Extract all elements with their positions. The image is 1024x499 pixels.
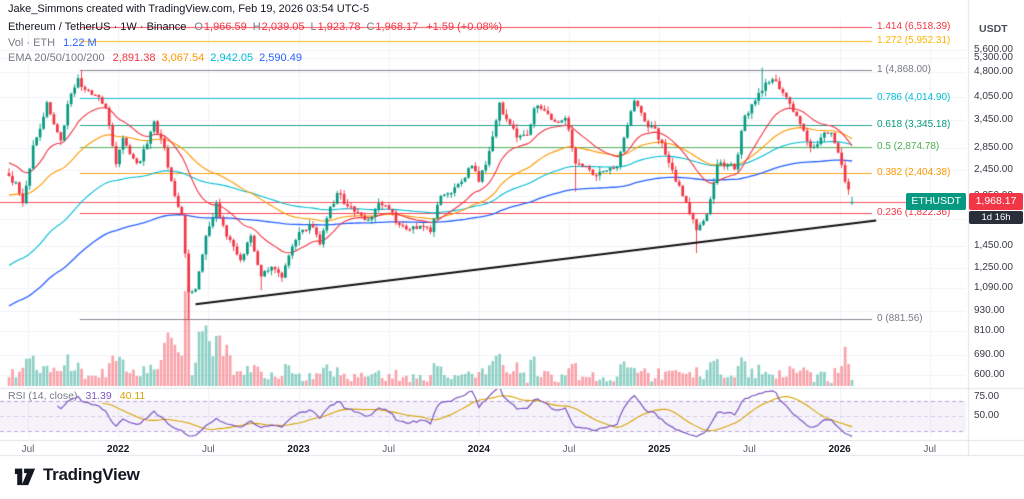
fib-level-label: 1 (4,868.00) bbox=[877, 63, 931, 75]
tradingview-logo-text: TradingView bbox=[43, 465, 140, 484]
ema-value: 2,942.05 bbox=[210, 52, 254, 64]
price-tick: 1,090.00 bbox=[974, 281, 1013, 293]
tradingview-logo[interactable]: TradingView bbox=[14, 464, 140, 486]
price-tick: 2,450.00 bbox=[974, 163, 1013, 175]
ohlc-key: L bbox=[310, 21, 317, 33]
ema-label: EMA 20/50/100/200 bbox=[8, 52, 105, 64]
ohlc-key: H bbox=[252, 21, 261, 33]
ohlc-item: O1,966.59 bbox=[194, 21, 246, 33]
price-tick: 5,300.00 bbox=[974, 51, 1013, 63]
ohlc-item: L1,923.78 bbox=[311, 21, 361, 33]
time-tick: 2022 bbox=[107, 444, 130, 455]
rsi-tick: 50.00 bbox=[974, 410, 1000, 421]
symbol-title: Ethereum / TetherUS · 1W · Binance bbox=[8, 21, 187, 33]
time-tick: Jul bbox=[21, 444, 35, 455]
time-tick: 2024 bbox=[467, 444, 490, 455]
attribution-text: Jake_Simmons created with TradingView.co… bbox=[8, 3, 370, 15]
ohlc-item: C1,968.17 bbox=[366, 21, 418, 33]
fib-level-label: 0.382 (2,404.38) bbox=[877, 166, 951, 178]
time-tick: Jul bbox=[743, 444, 756, 455]
fib-level-label: 0 (881.56) bbox=[877, 312, 923, 324]
price-tick: 4,800.00 bbox=[974, 65, 1013, 77]
price-tick: 5,600.00 bbox=[974, 43, 1013, 55]
ohlc-item: H2,039.05 bbox=[253, 21, 305, 33]
price-tick: 810.00 bbox=[974, 325, 1005, 337]
rsi-label: RSI (14, close) bbox=[8, 390, 78, 402]
ema-legend-row[interactable]: EMA 20/50/100/200 2,891.38 3,067.54 2,942.… bbox=[8, 52, 302, 64]
time-tick: 2025 bbox=[648, 444, 671, 455]
ohlc-value: 1,966.59 bbox=[203, 21, 247, 33]
volume-legend-row[interactable]: Vol · ETH 1.22 M bbox=[8, 37, 97, 49]
fib-level-label: 0.618 (3,345.18) bbox=[877, 118, 951, 130]
bar-countdown-badge: 1d 16h bbox=[969, 210, 1023, 224]
ema-value: 2,590.49 bbox=[259, 52, 302, 64]
price-tick: 930.00 bbox=[974, 305, 1005, 317]
time-tick: 2023 bbox=[287, 444, 310, 455]
ohlc-values: O1,966.59 H2,039.05 L1,923.78 C1,968.17 bbox=[194, 21, 418, 33]
fib-level-label: 0.236 (1,822.36) bbox=[877, 207, 951, 219]
last-price-badge: 1,968.17 bbox=[969, 193, 1023, 211]
price-tick: 1,450.00 bbox=[974, 240, 1013, 252]
price-tick: 3,450.00 bbox=[974, 114, 1013, 126]
time-tick: Jul bbox=[562, 444, 576, 455]
ema-value: 2,891.38 bbox=[112, 52, 156, 64]
rsi-ma-value: 40.11 bbox=[119, 390, 146, 402]
rsi-value: 31.39 bbox=[85, 390, 112, 402]
price-tick: 690.00 bbox=[974, 348, 1005, 360]
time-tick: 2026 bbox=[828, 444, 851, 455]
rsi-legend-row[interactable]: RSI (14, close) 31.39 40.11 bbox=[8, 390, 145, 402]
time-tick: Jul bbox=[201, 444, 215, 455]
fib-level-label: 0.786 (4,014.90) bbox=[877, 92, 951, 103]
fib-level-label: 1.414 (6,518.39) bbox=[877, 21, 951, 33]
volume-label: Vol · ETH bbox=[8, 37, 56, 49]
price-tick: 600.00 bbox=[974, 368, 1005, 380]
ohlc-key: O bbox=[194, 21, 203, 33]
tradingview-logo-icon bbox=[14, 468, 36, 486]
price-tick: 4,050.00 bbox=[974, 90, 1013, 102]
time-tick: Jul bbox=[382, 444, 396, 455]
time-tick: Jul bbox=[923, 444, 937, 455]
ohlc-value: 1,968.17 bbox=[375, 21, 419, 33]
symbol-price-label-badge: ETHUSDT bbox=[906, 193, 966, 211]
change-value: +1.59 (+0.08%) bbox=[426, 21, 503, 33]
ohlc-value: 2,039.05 bbox=[261, 21, 305, 33]
ohlc-value: 1,923.78 bbox=[317, 21, 361, 33]
symbol-legend-row[interactable]: Ethereum / TetherUS · 1W · Binance O1,96… bbox=[8, 21, 502, 33]
price-tick: 2,850.00 bbox=[974, 141, 1013, 153]
rsi-tick: 75.00 bbox=[974, 391, 1000, 402]
ohlc-key: C bbox=[366, 21, 375, 33]
fib-level-label: 1.272 (5,952.31) bbox=[877, 34, 951, 46]
price-tick: 1,250.00 bbox=[974, 262, 1013, 274]
ema-value: 3,067.54 bbox=[161, 52, 205, 64]
price-axis-currency: USDT bbox=[979, 23, 1008, 35]
fib-level-label: 0.5 (2,874.78) bbox=[877, 140, 940, 152]
ema-values: 2,891.38 3,067.54 2,942.05 2,590.49 bbox=[113, 52, 302, 64]
volume-value: 1.22 M bbox=[63, 37, 97, 49]
